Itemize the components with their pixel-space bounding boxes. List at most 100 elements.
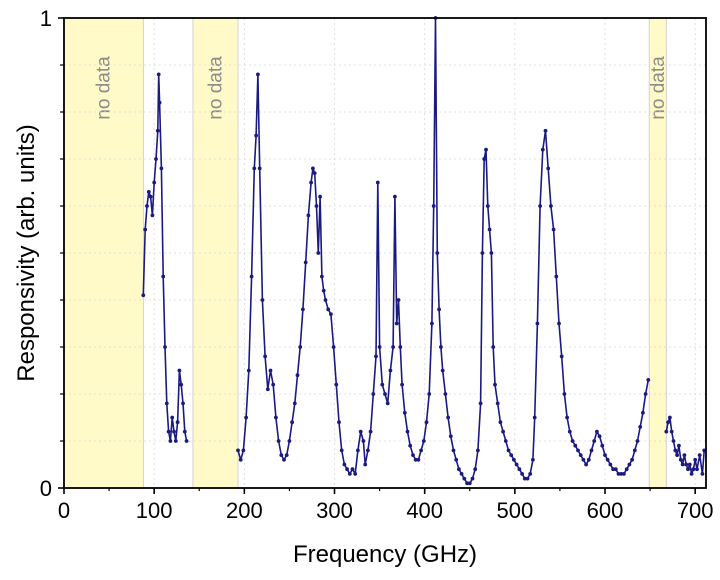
data-point [532,415,537,420]
data-point [608,462,613,467]
data-point [538,204,542,208]
data-point [161,274,166,279]
data-point [374,354,378,359]
data-point [385,401,390,406]
data-point [306,213,311,218]
data-point [470,476,475,481]
data-point [478,401,483,406]
data-point [605,457,610,462]
grid-lines [64,18,706,488]
data-point [517,467,522,472]
data-point [145,204,149,208]
data-point [619,472,624,476]
data-point [430,321,434,326]
data-point [462,476,467,481]
y-axis-ticks: 01 [40,6,64,501]
data-point [700,472,705,476]
x-tick-label: 0 [58,498,70,523]
data-point [323,298,328,302]
data-point [408,443,413,448]
data-point [284,453,289,457]
data-point [320,274,324,279]
data-point [290,420,294,425]
data-point [371,392,376,396]
x-axis-title: Frequency (GHz) [293,541,477,568]
data-point [249,274,254,279]
data-point [164,401,169,406]
data-point [630,457,634,462]
y-tick-label: 0 [40,476,52,501]
data-point [528,472,533,476]
data-point [400,382,404,387]
data-point [254,133,258,138]
data-point [388,368,393,373]
data-point [467,481,472,486]
data-point [480,251,485,255]
data-point [295,373,300,378]
data-point [271,382,276,387]
data-point [525,476,530,481]
data-point [641,410,645,415]
data-point [155,128,160,133]
data-point [314,204,319,208]
data-point [152,180,157,185]
data-point [531,457,535,462]
data-point [666,420,670,425]
data-point [141,293,146,298]
data-point [671,439,676,443]
data-point [512,457,516,462]
data-point [260,298,265,302]
data-point [520,472,524,476]
no-data-label: no data [94,56,115,120]
data-point [576,448,580,453]
data-point [482,157,487,161]
data-point [689,472,694,476]
data-point [143,227,148,232]
data-point [457,467,461,472]
data-point [691,467,696,472]
data-point [356,448,360,453]
data-point [154,157,158,161]
data-point [675,453,679,457]
data-point [427,392,432,396]
data-point [411,453,415,457]
data-point [179,382,184,387]
data-point [678,457,683,462]
data-point [451,448,456,453]
data-point [473,467,478,472]
data-point [498,420,503,425]
data-point [168,439,173,443]
data-point [549,204,553,208]
data-point [268,368,273,373]
data-point [156,72,161,77]
data-point [311,166,315,171]
no-data-label: no data [205,56,226,120]
data-point [419,448,423,453]
data-point [635,439,640,443]
data-point [150,213,155,218]
data-point [465,481,469,486]
data-point [337,420,341,425]
data-point [677,443,681,448]
data-point [163,345,167,349]
data-point [331,345,336,349]
data-point [489,251,494,255]
data-point [312,171,317,176]
data-point [413,457,418,462]
data-point [506,448,511,453]
data-point [535,321,540,326]
data-point [424,420,429,425]
data-point [366,448,370,453]
data-point [298,345,303,349]
data-point [597,434,602,439]
data-point [697,453,702,457]
data-point [246,368,251,373]
data-point [173,439,178,443]
data-point [491,345,496,349]
no-data-label: no data [648,56,669,120]
data-point [543,128,548,133]
data-point [443,392,448,396]
data-point [361,439,366,443]
data-point [440,368,445,373]
data-point [257,166,262,171]
